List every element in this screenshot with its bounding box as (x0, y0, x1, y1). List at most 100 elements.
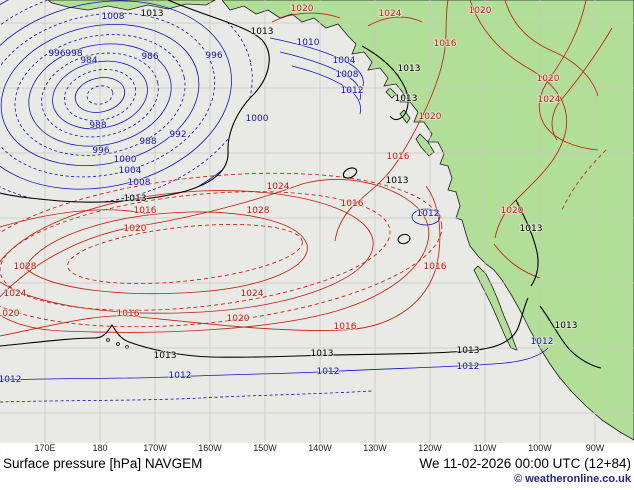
isobar-1020-land-east (538, 0, 599, 151)
isobar-label-1024: 1024 (4, 289, 27, 299)
isobars-low-pressure (0, 0, 549, 403)
island-vancouver (415, 133, 435, 157)
isobar-label-1004: 1004 (333, 56, 356, 66)
isobar-ellipse (0, 0, 232, 190)
caption-bar: Surface pressure [hPa] NAVGEM We 11-02-2… (0, 454, 634, 490)
longitude-label: 150W (253, 443, 277, 453)
isobar-1020-cell (0, 179, 430, 333)
isobar-1016-south (0, 185, 441, 337)
isobar-label-1012: 1012 (341, 86, 364, 96)
isobar-label-1024: 1024 (241, 289, 264, 299)
isobar-1013-small-cell-2 (397, 233, 411, 245)
isobar-gulf-1004 (269, 37, 364, 87)
isobar-ellipse (74, 77, 126, 113)
isobar-coastal-1012-cell (411, 208, 441, 226)
isobar-label-1012: 1012 (0, 375, 21, 385)
isobar-label-1020: 1020 (227, 314, 250, 324)
isobar-label-1010: 1010 (297, 38, 320, 48)
isobar-1020-alaska (271, 12, 341, 23)
isobar-1024-cell (0, 190, 374, 314)
product-title: Surface pressure [hPa] NAVGEM (3, 456, 203, 471)
isobar-label-1013: 1013 (395, 94, 418, 104)
isobar-label-998: 998 (65, 49, 82, 59)
isobar-1016-coast (334, 0, 449, 242)
isobar-label-1016: 1016 (424, 262, 447, 272)
graticule (0, 0, 634, 443)
isobar-label-1016: 1016 (134, 206, 157, 216)
island-hawaii-1 (106, 338, 110, 342)
isobar-label-988: 988 (89, 121, 106, 131)
isobar-label-986: 986 (141, 52, 158, 62)
isobar-label-1024: 1024 (379, 9, 402, 19)
isobar-label-1028: 1028 (247, 206, 270, 216)
longitude-label: 100W (528, 443, 552, 453)
isobar-label-1013: 1013 (251, 27, 274, 37)
isobar-south-1010 (0, 390, 373, 403)
isobar-label-1016: 1016 (334, 322, 357, 332)
isobar-label-1020: 1020 (0, 309, 20, 319)
isobar-label-1012: 1012 (417, 209, 440, 219)
isobar-label-1013: 1013 (124, 194, 147, 204)
longitude-label: 120W (418, 443, 442, 453)
isobar-label-992: 992 (169, 130, 186, 140)
isobar-label-1013: 1013 (141, 9, 164, 19)
copyright-label: © weatheronline.co.uk (514, 473, 631, 485)
isobar-1024-land (551, 27, 613, 141)
isobar-1013-main-loop (0, 0, 270, 203)
isobar-label-1016: 1016 (341, 199, 364, 209)
isobar-label-1024: 1024 (538, 95, 561, 105)
isobar-1016-northwest (0, 209, 149, 228)
isobar-label-1020: 1020 (469, 6, 492, 16)
isobar-1013-south (0, 297, 529, 358)
isobar-label-988: 988 (139, 137, 156, 147)
longitude-label: 110W (473, 443, 497, 453)
isobar-1022-land (561, 149, 607, 211)
isobar-ellipse (0, 0, 253, 203)
isobar-label-1013: 1013 (398, 64, 421, 74)
isobar-label-1012: 1012 (457, 362, 480, 372)
isobar-1020-land-north (504, 0, 599, 97)
isobar-1018-cell (0, 172, 443, 328)
valid-datetime: We 11-02-2026 00:00 UTC (12+84) (419, 456, 632, 471)
isobar-label-1013: 1013 (520, 224, 543, 234)
isobar-1022-cell (0, 191, 391, 311)
isobar-1013-gulf (361, 45, 409, 121)
isobar-ellipse (14, 34, 186, 156)
isobar-label-1012: 1012 (317, 367, 340, 377)
isobar-ellipse (41, 52, 159, 138)
longitude-label: 170E (34, 443, 56, 453)
isobar-label-996: 996 (205, 51, 222, 61)
isobar-ellipse (28, 43, 172, 147)
isobar-label-1020: 1020 (501, 206, 524, 216)
longitude-label: 160W (198, 443, 222, 453)
land-north-america (221, 0, 634, 441)
isobar-south-1012 (0, 347, 549, 381)
longitude-axis: 160E 170E 180 170W 160W 150W 140W 130W 120W 110W 1… (0, 443, 634, 454)
isobar-label-1028: 1028 (14, 262, 37, 272)
island-haida-gwaii (399, 109, 411, 124)
isobar-label-1020: 1020 (124, 224, 147, 234)
isobar-ellipse (86, 85, 114, 105)
isobar-label-1016: 1016 (117, 309, 140, 319)
isobar-1013-small-cell-1 (342, 167, 358, 179)
isobar-1020-land-west (469, 0, 568, 239)
island-alexander (385, 87, 397, 99)
longitude-label: 130W (363, 443, 387, 453)
isobar-1013-mexico-coast (539, 305, 602, 369)
longitude-label: 160E (0, 443, 1, 453)
isobar-label-984: 984 (80, 56, 97, 66)
isobar-label-1004: 1004 (119, 166, 142, 176)
isobar-1013-mexico-land (515, 199, 539, 287)
island-hawaii-2 (116, 342, 120, 346)
isobar-ellipse (0, 23, 200, 167)
isobar-label-1013: 1013 (457, 346, 480, 356)
isobar-label-1000: 1000 (246, 114, 269, 124)
isobar-label-1000: 1000 (114, 155, 137, 165)
longitude-label: 170W (143, 443, 167, 453)
isobar-label-1020: 1020 (419, 112, 442, 122)
isobar-label-996: 996 (48, 49, 65, 59)
isobar-1028-cell (24, 211, 308, 295)
